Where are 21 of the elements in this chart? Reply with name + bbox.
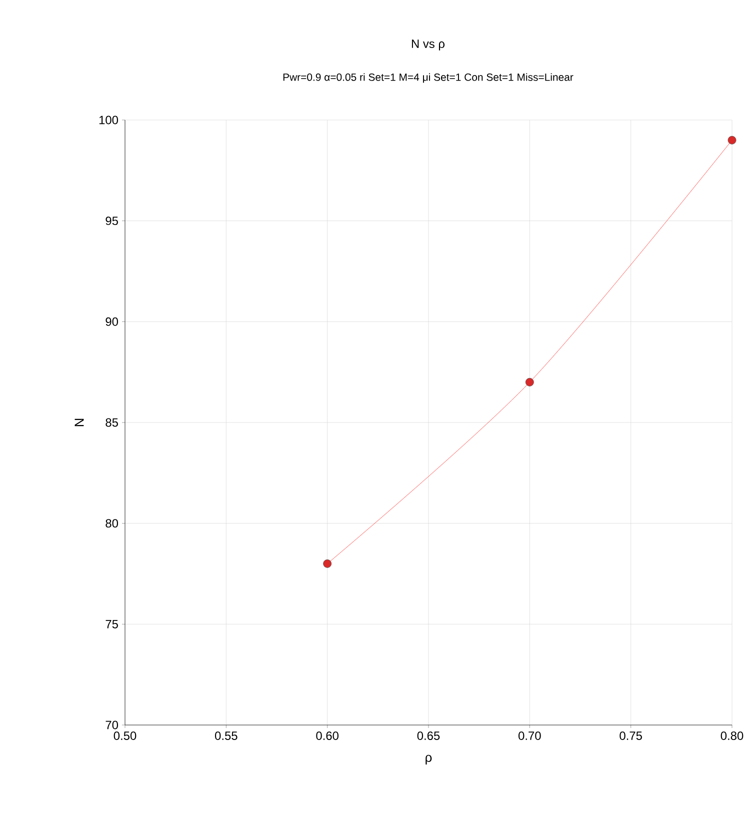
y-tick-label: 100 [99, 116, 118, 124]
x-tick-label: 0.75 [620, 732, 642, 740]
x-tick-label: 0.70 [518, 732, 541, 740]
chart-title: N vs ρ [412, 40, 445, 50]
y-tick-label: 70 [106, 720, 118, 730]
x-tick-label: 0.80 [720, 732, 744, 740]
y-tick-label: 75 [106, 620, 118, 628]
x-axis-title: ρ [426, 754, 432, 764]
x-tick-label: 0.55 [215, 732, 238, 740]
x-tick-label: 0.50 [114, 732, 136, 740]
y-tick-label: 90 [106, 317, 118, 326]
y-tick-label: 85 [106, 418, 118, 427]
x-tick-label: 0.60 [316, 732, 339, 740]
point [525, 378, 534, 386]
point [728, 136, 736, 144]
x-tick-label: 0.65 [417, 732, 440, 740]
point [323, 559, 332, 568]
y-axis-title: N [74, 418, 84, 426]
y-tick-label: 95 [106, 216, 118, 226]
y-tick-label: 80 [106, 519, 118, 528]
chart-subtitle: Pwr=0.9 α=0.05 ri Set=1 M=4 μi Set=1 Con Set=1 Miss=Linear [283, 73, 574, 83]
